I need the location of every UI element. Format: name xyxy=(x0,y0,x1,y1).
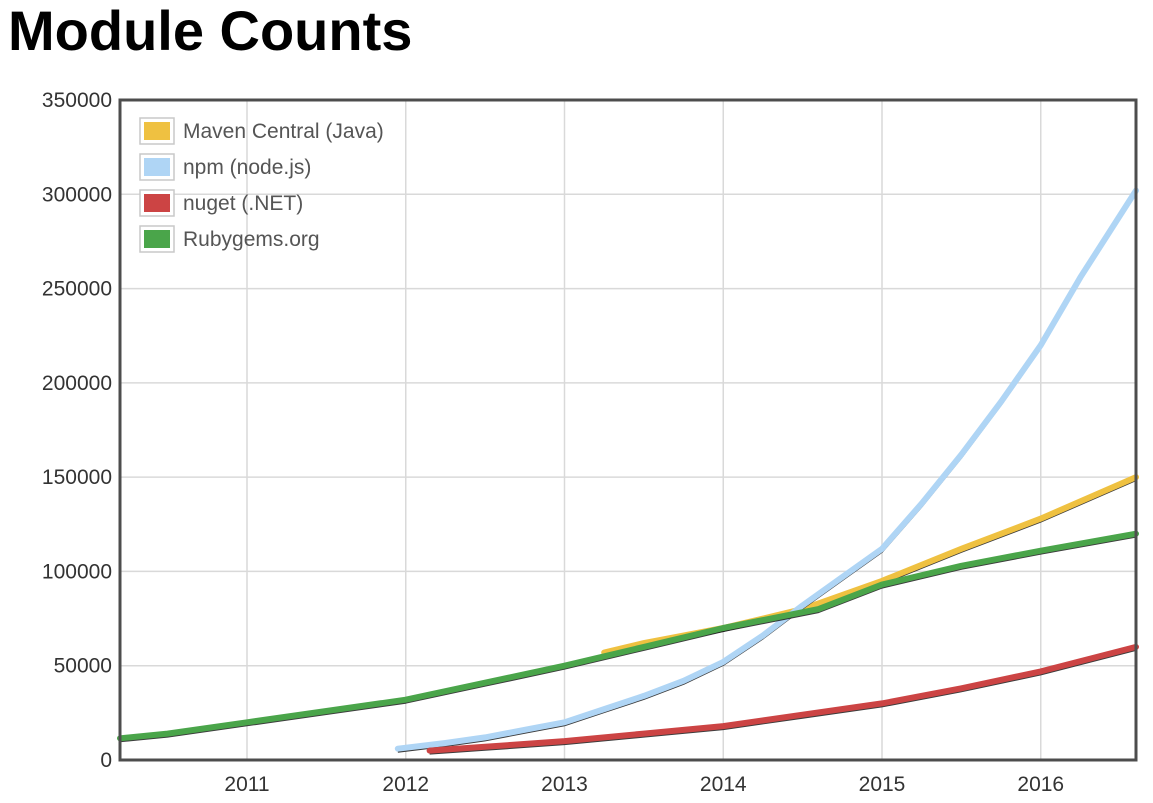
x-tick-label: 2013 xyxy=(541,773,588,796)
y-axis-ticks: 0 50000 100000 150000 200000 250000 300000 3500… xyxy=(42,89,112,772)
legend-item: Maven Central (Java) xyxy=(139,117,384,145)
series-line-rubygems-org xyxy=(117,530,1139,742)
legend-swatch xyxy=(144,230,170,248)
legend-label: npm (node.js) xyxy=(183,156,311,179)
legend-swatch xyxy=(144,158,170,176)
legend-swatch xyxy=(144,122,170,140)
x-tick-label: 2016 xyxy=(1017,773,1064,796)
legend-label: Rubygems.org xyxy=(183,228,320,251)
series-lines xyxy=(117,187,1139,755)
plot-frame xyxy=(118,98,1138,762)
y-tick-label: 200000 xyxy=(42,372,112,395)
series-line-npm-node-js xyxy=(394,187,1139,752)
y-tick-label: 0 xyxy=(100,749,112,772)
legend-item: nuget (.NET) xyxy=(139,189,303,217)
x-tick-label: 2011 xyxy=(224,773,269,796)
y-tick-label: 150000 xyxy=(42,466,112,489)
legend-label: nuget (.NET) xyxy=(183,192,303,215)
y-tick-label: 250000 xyxy=(42,278,112,301)
legend: Maven Central (Java) npm (node.js) nuget (… xyxy=(139,117,384,253)
series-line-nuget-net xyxy=(426,643,1139,754)
page-title: Module Counts xyxy=(8,0,413,62)
legend-item: npm (node.js) xyxy=(139,153,311,181)
y-tick-label: 100000 xyxy=(42,560,112,583)
series-line-maven-central-java xyxy=(601,474,1139,656)
x-tick-label: 2014 xyxy=(700,773,747,796)
y-tick-label: 50000 xyxy=(54,655,112,678)
legend-item: Rubygems.org xyxy=(139,225,320,253)
x-axis-ticks: 2011 2012 2013 2014 2015 2016 xyxy=(224,773,1064,796)
y-tick-label: 300000 xyxy=(42,183,112,206)
legend-swatch xyxy=(144,194,170,212)
x-tick-label: 2012 xyxy=(382,773,429,796)
x-tick-label: 2015 xyxy=(859,773,906,796)
y-tick-label: 350000 xyxy=(42,89,112,112)
legend-label: Maven Central (Java) xyxy=(183,120,384,143)
